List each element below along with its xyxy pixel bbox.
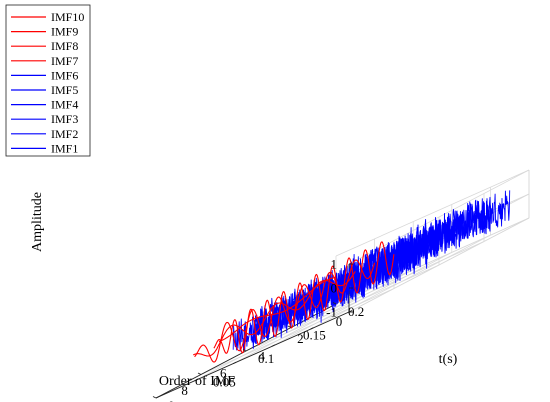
legend-label: IMF2 <box>51 127 78 141</box>
z-tick-label: 1 <box>331 257 338 272</box>
grid-floor-t-2 <box>245 264 440 352</box>
grid-side-z-2 <box>335 169 530 257</box>
legend-items: IMF10IMF9IMF8IMF7IMF6IMF5IMF4IMF3IMF2IMF… <box>11 10 84 155</box>
series-imf8-line <box>194 259 376 363</box>
legend-item-imf6: IMF6 <box>11 68 78 82</box>
legend-label: IMF7 <box>51 54 78 68</box>
legend-item-imf2: IMF2 <box>11 127 78 141</box>
legend-box <box>5 4 91 157</box>
x-tick-mark <box>194 378 198 382</box>
series-imf9-line <box>192 271 356 357</box>
legend-label: IMF5 <box>51 83 78 97</box>
legend-item-imf10: IMF10 <box>11 10 84 24</box>
x-axis-label: Order of IMF <box>159 374 235 389</box>
legend-label: IMF9 <box>51 25 78 39</box>
x-tick-mark <box>155 396 160 399</box>
t-tick-label: 0.2 <box>348 304 364 319</box>
x-tick-label: 6 <box>220 366 227 381</box>
z-axis-label: Amplitude <box>30 192 45 252</box>
x-tick-mark <box>271 344 276 347</box>
legend-item-imf4: IMF4 <box>11 98 78 112</box>
t-tick-label: 0.1 <box>258 351 274 366</box>
series-imf10-line <box>218 276 337 343</box>
legend-item-imf1: IMF1 <box>11 141 78 155</box>
grid-floor-t-4 <box>335 217 530 305</box>
legend-label: IMF4 <box>51 98 78 112</box>
grid-back-z-2 <box>348 169 530 265</box>
legend-label: IMF10 <box>51 10 84 24</box>
legend-label: IMF8 <box>51 39 78 53</box>
x-tick-mark <box>232 361 237 365</box>
legend-label: IMF1 <box>51 141 78 155</box>
t-tick-mark <box>332 302 337 305</box>
x-tick-label: 10 <box>140 400 153 402</box>
legend: IMF10IMF9IMF8IMF7IMF6IMF5IMF4IMF3IMF2IMF… <box>5 4 91 157</box>
x-axis-line <box>155 311 350 399</box>
t-tick-label: 0 <box>168 398 175 402</box>
y-axis-label: t(s) <box>439 352 458 367</box>
t-tick-label: 0.05 <box>213 375 236 390</box>
legend-item-imf8: IMF8 <box>11 39 78 53</box>
t-tick-mark <box>152 396 157 399</box>
series-imf7-line <box>213 241 395 354</box>
grid-floor-t-1 <box>200 288 395 375</box>
t-tick-mark <box>242 349 247 352</box>
t-tick-label: 0.15 <box>303 328 326 343</box>
x-tick-label: 4 <box>259 348 266 363</box>
x-tick-label: 2 <box>297 331 304 346</box>
x-tick-label: 0 <box>336 314 343 329</box>
x-tick-mark <box>310 327 314 330</box>
t-tick-mark <box>197 372 202 375</box>
legend-label: IMF6 <box>51 68 78 82</box>
tick-layer: 024681000.050.10.150.2-101 <box>140 257 365 402</box>
z-tick-label: -1 <box>326 305 337 320</box>
t-tick-mark <box>287 325 292 328</box>
legend-item-imf5: IMF5 <box>11 83 78 97</box>
z-tick-label: 0 <box>331 281 338 296</box>
x-tick-label: 8 <box>181 383 188 398</box>
series-layer <box>192 190 511 363</box>
legend-item-imf3: IMF3 <box>11 112 78 126</box>
legend-item-imf9: IMF9 <box>11 25 78 39</box>
legend-item-imf7: IMF7 <box>11 54 78 68</box>
legend-label: IMF3 <box>51 112 78 126</box>
